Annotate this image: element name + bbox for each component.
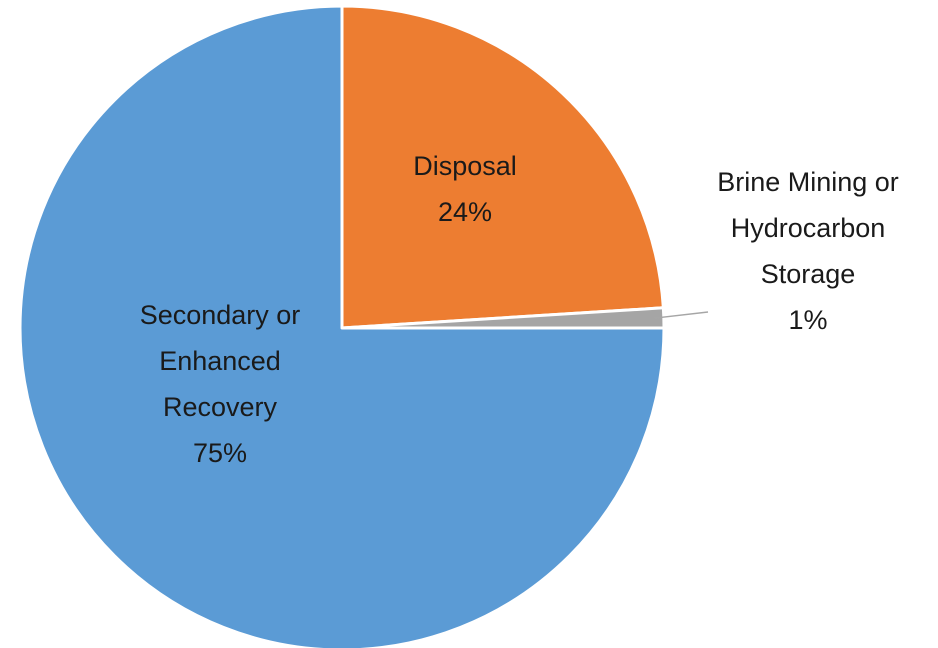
slice-label-line: Recovery bbox=[163, 392, 278, 422]
slice-label-line: 1% bbox=[788, 305, 827, 335]
slice-label-line: Storage bbox=[761, 259, 856, 289]
slice-label-line: Brine Mining or bbox=[717, 167, 899, 197]
slice-label-disposal: Disposal 24% bbox=[413, 151, 517, 227]
pie-slice-disposal bbox=[340, 4, 665, 330]
slice-label-line: Secondary or bbox=[140, 300, 301, 330]
slice-label-line: Enhanced bbox=[159, 346, 281, 376]
slice-label-secondary-or-enhanced-recovery: Secondary or Enhanced Recovery 75% bbox=[140, 300, 301, 468]
slice-label-line: 75% bbox=[193, 438, 247, 468]
pie-slice-secondary-or-enhanced-recovery bbox=[18, 4, 666, 648]
slice-label-line: Hydrocarbon bbox=[731, 213, 886, 243]
leader-line bbox=[654, 311, 709, 319]
slice-label-brine-mining-or-hydrocarbon-storage: Brine Mining or Hydrocarbon Storage 1% bbox=[717, 167, 899, 335]
slice-label-line: Disposal bbox=[413, 151, 517, 181]
slice-label-line: 24% bbox=[438, 197, 492, 227]
